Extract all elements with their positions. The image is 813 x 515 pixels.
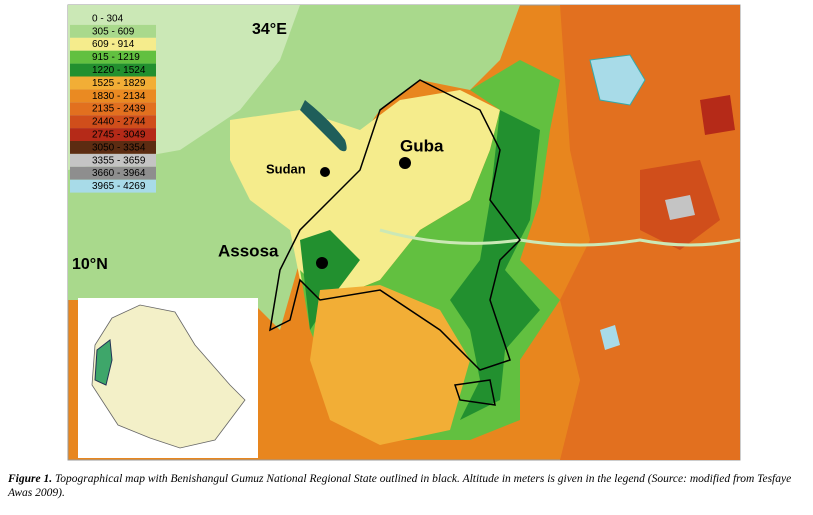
lake (300, 100, 347, 152)
legend-swatch (70, 141, 156, 154)
latitude-label: 10°N (72, 256, 108, 273)
legend-label: 3050 - 3354 (92, 142, 146, 153)
legend-label: 2440 - 2744 (92, 117, 146, 128)
legend-swatch (70, 37, 156, 51)
legend-label: 2135 - 2439 (92, 104, 146, 115)
escarpment-dark (450, 110, 540, 420)
inset-region (94, 339, 113, 386)
legend: 0 - 304 305 - 609 609 - 914 915 - 1219 1220 … (70, 12, 156, 193)
town-marker (399, 157, 411, 169)
legend-swatch (70, 76, 156, 90)
town-label: Guba (400, 136, 444, 155)
river (379, 228, 741, 247)
legend-swatch (70, 89, 156, 103)
topographic-map: Guba Sudan Assosa 34°E 10°N 0 - 304 305 -… (67, 4, 741, 461)
legend-label: 305 - 609 (92, 26, 135, 37)
lake-tana (589, 54, 646, 106)
legend-swatch (70, 12, 156, 25)
legend-swatch (70, 115, 156, 129)
legend-label: 609 - 914 (92, 39, 135, 50)
legend-label: 1220 - 1524 (92, 65, 146, 76)
legend-swatch (70, 128, 156, 141)
town-label: Sudan (266, 161, 306, 176)
legend-swatch (70, 24, 156, 38)
caption: Figure 1. Topographical map with Benisha… (8, 472, 808, 500)
ridge (300, 230, 360, 330)
plain (230, 90, 500, 300)
legend-swatch (70, 153, 156, 167)
lake (600, 325, 620, 350)
legend-swatch (70, 102, 156, 116)
region-boundary (269, 79, 521, 406)
caption-label: Figure 1. (8, 473, 53, 485)
legend-label: 915 - 1219 (92, 52, 140, 63)
legend-label: 0 - 304 (92, 13, 124, 24)
legend-label: 3355 - 3659 (92, 155, 146, 166)
legend-swatch (70, 179, 156, 193)
town-marker (320, 167, 330, 177)
town-marker (316, 257, 328, 269)
legend-label: 3660 - 3964 (92, 168, 146, 179)
peak (665, 195, 695, 220)
peak-zone (700, 95, 735, 135)
legend-label: 2745 - 3049 (92, 130, 146, 141)
caption-text: Topographical map with Benishangul Gumuz… (8, 473, 792, 499)
legend-swatch (70, 166, 156, 180)
legend-label: 1525 - 1829 (92, 78, 146, 89)
legend-swatch (70, 50, 156, 64)
inset-country (91, 304, 246, 449)
southern-highland (310, 285, 470, 445)
town-label: Assosa (218, 241, 279, 260)
longitude-label: 34°E (252, 21, 287, 38)
legend-swatch (70, 63, 156, 77)
legend-label: 1830 - 2134 (92, 91, 146, 102)
legend-label: 3965 - 4269 (92, 181, 146, 192)
